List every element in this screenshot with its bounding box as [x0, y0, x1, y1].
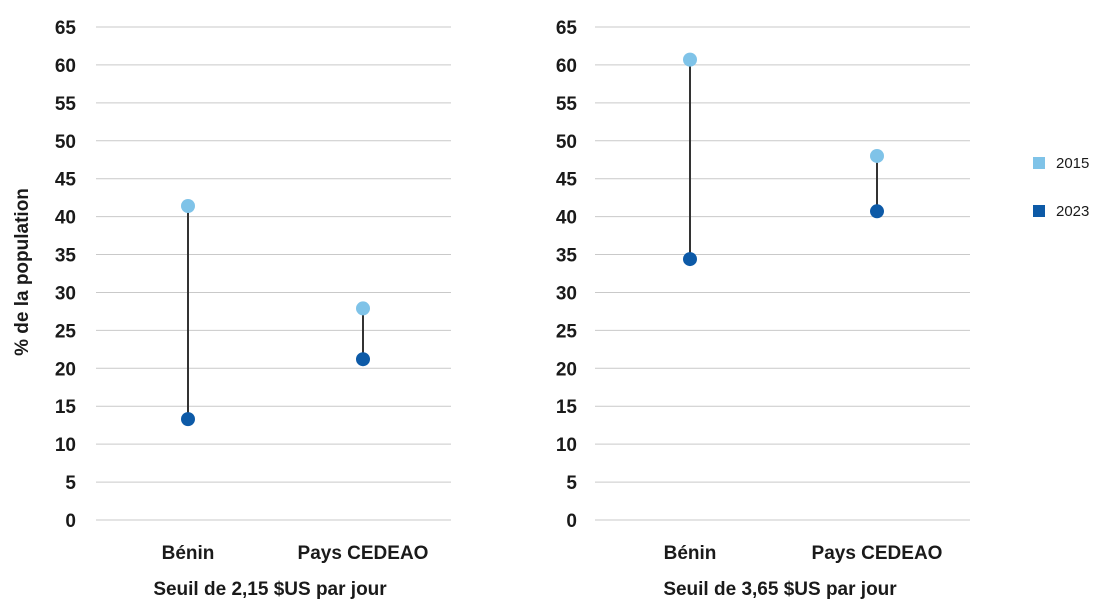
y-tick-label: 35 — [556, 246, 578, 267]
y-tick-label: 35 — [55, 246, 77, 267]
y-tick-label: 65 — [556, 18, 578, 39]
y-tick-label: 15 — [556, 397, 578, 418]
y-tick-label: 5 — [566, 473, 577, 494]
x-category-label: Pays CEDEAO — [298, 543, 429, 564]
y-tick-label: 50 — [556, 132, 577, 153]
data-point-2015 — [181, 198, 195, 213]
x-category-label: Bénin — [664, 543, 717, 564]
panel-subtitle: Seuil de 2,15 $US par jour — [153, 579, 387, 600]
panel-subtitle: Seuil de 3,65 $US par jour — [663, 579, 897, 600]
y-tick-label: 55 — [556, 94, 578, 115]
x-category-label: Pays CEDEAO — [812, 543, 943, 564]
y-tick-label: 10 — [55, 435, 76, 456]
y-tick-label: 50 — [55, 132, 76, 153]
y-tick-label: 10 — [556, 435, 577, 456]
legend-label: 2023 — [1056, 203, 1089, 220]
legend-swatch-2015 — [1033, 157, 1045, 169]
y-tick-label: 15 — [55, 397, 77, 418]
y-tick-label: 65 — [55, 18, 77, 39]
x-category-label: Bénin — [162, 543, 215, 564]
y-tick-label: 45 — [556, 170, 578, 191]
y-tick-label: 0 — [566, 511, 577, 532]
legend-label: 2015 — [1056, 155, 1089, 172]
data-point-2023 — [181, 412, 195, 427]
y-axis-label: % de la population — [12, 188, 33, 356]
y-tick-label: 0 — [65, 511, 76, 532]
y-tick-label: 60 — [556, 56, 577, 77]
data-point-2015 — [870, 148, 884, 163]
y-tick-label: 30 — [55, 283, 76, 304]
chart-panel-1: 0 5 10 15 20 25 30 35 40 45 50 55 60 65 Bénin Pays CEDE… — [55, 18, 451, 600]
data-point-2023 — [870, 204, 884, 219]
y-tick-label: 40 — [556, 208, 577, 229]
data-point-2015 — [356, 301, 370, 316]
y-tick-label: 40 — [55, 208, 76, 229]
chart-panel-2: 0 5 10 15 20 25 30 35 40 45 50 55 60 65 Bénin Pays CEDE… — [556, 18, 970, 600]
legend-swatch-2023 — [1033, 205, 1045, 217]
y-tick-label: 5 — [65, 473, 76, 494]
data-point-2023 — [683, 252, 697, 267]
y-tick-label: 25 — [55, 321, 77, 342]
y-tick-label: 45 — [55, 170, 77, 191]
y-tick-label: 60 — [55, 56, 76, 77]
y-tick-label: 20 — [55, 359, 76, 380]
y-tick-label: 30 — [556, 283, 577, 304]
legend: 2015 2023 — [1033, 155, 1089, 220]
y-tick-label: 20 — [556, 359, 577, 380]
data-point-2023 — [356, 352, 370, 367]
y-tick-label: 55 — [55, 94, 77, 115]
data-point-2015 — [683, 52, 697, 67]
y-tick-label: 25 — [556, 321, 578, 342]
